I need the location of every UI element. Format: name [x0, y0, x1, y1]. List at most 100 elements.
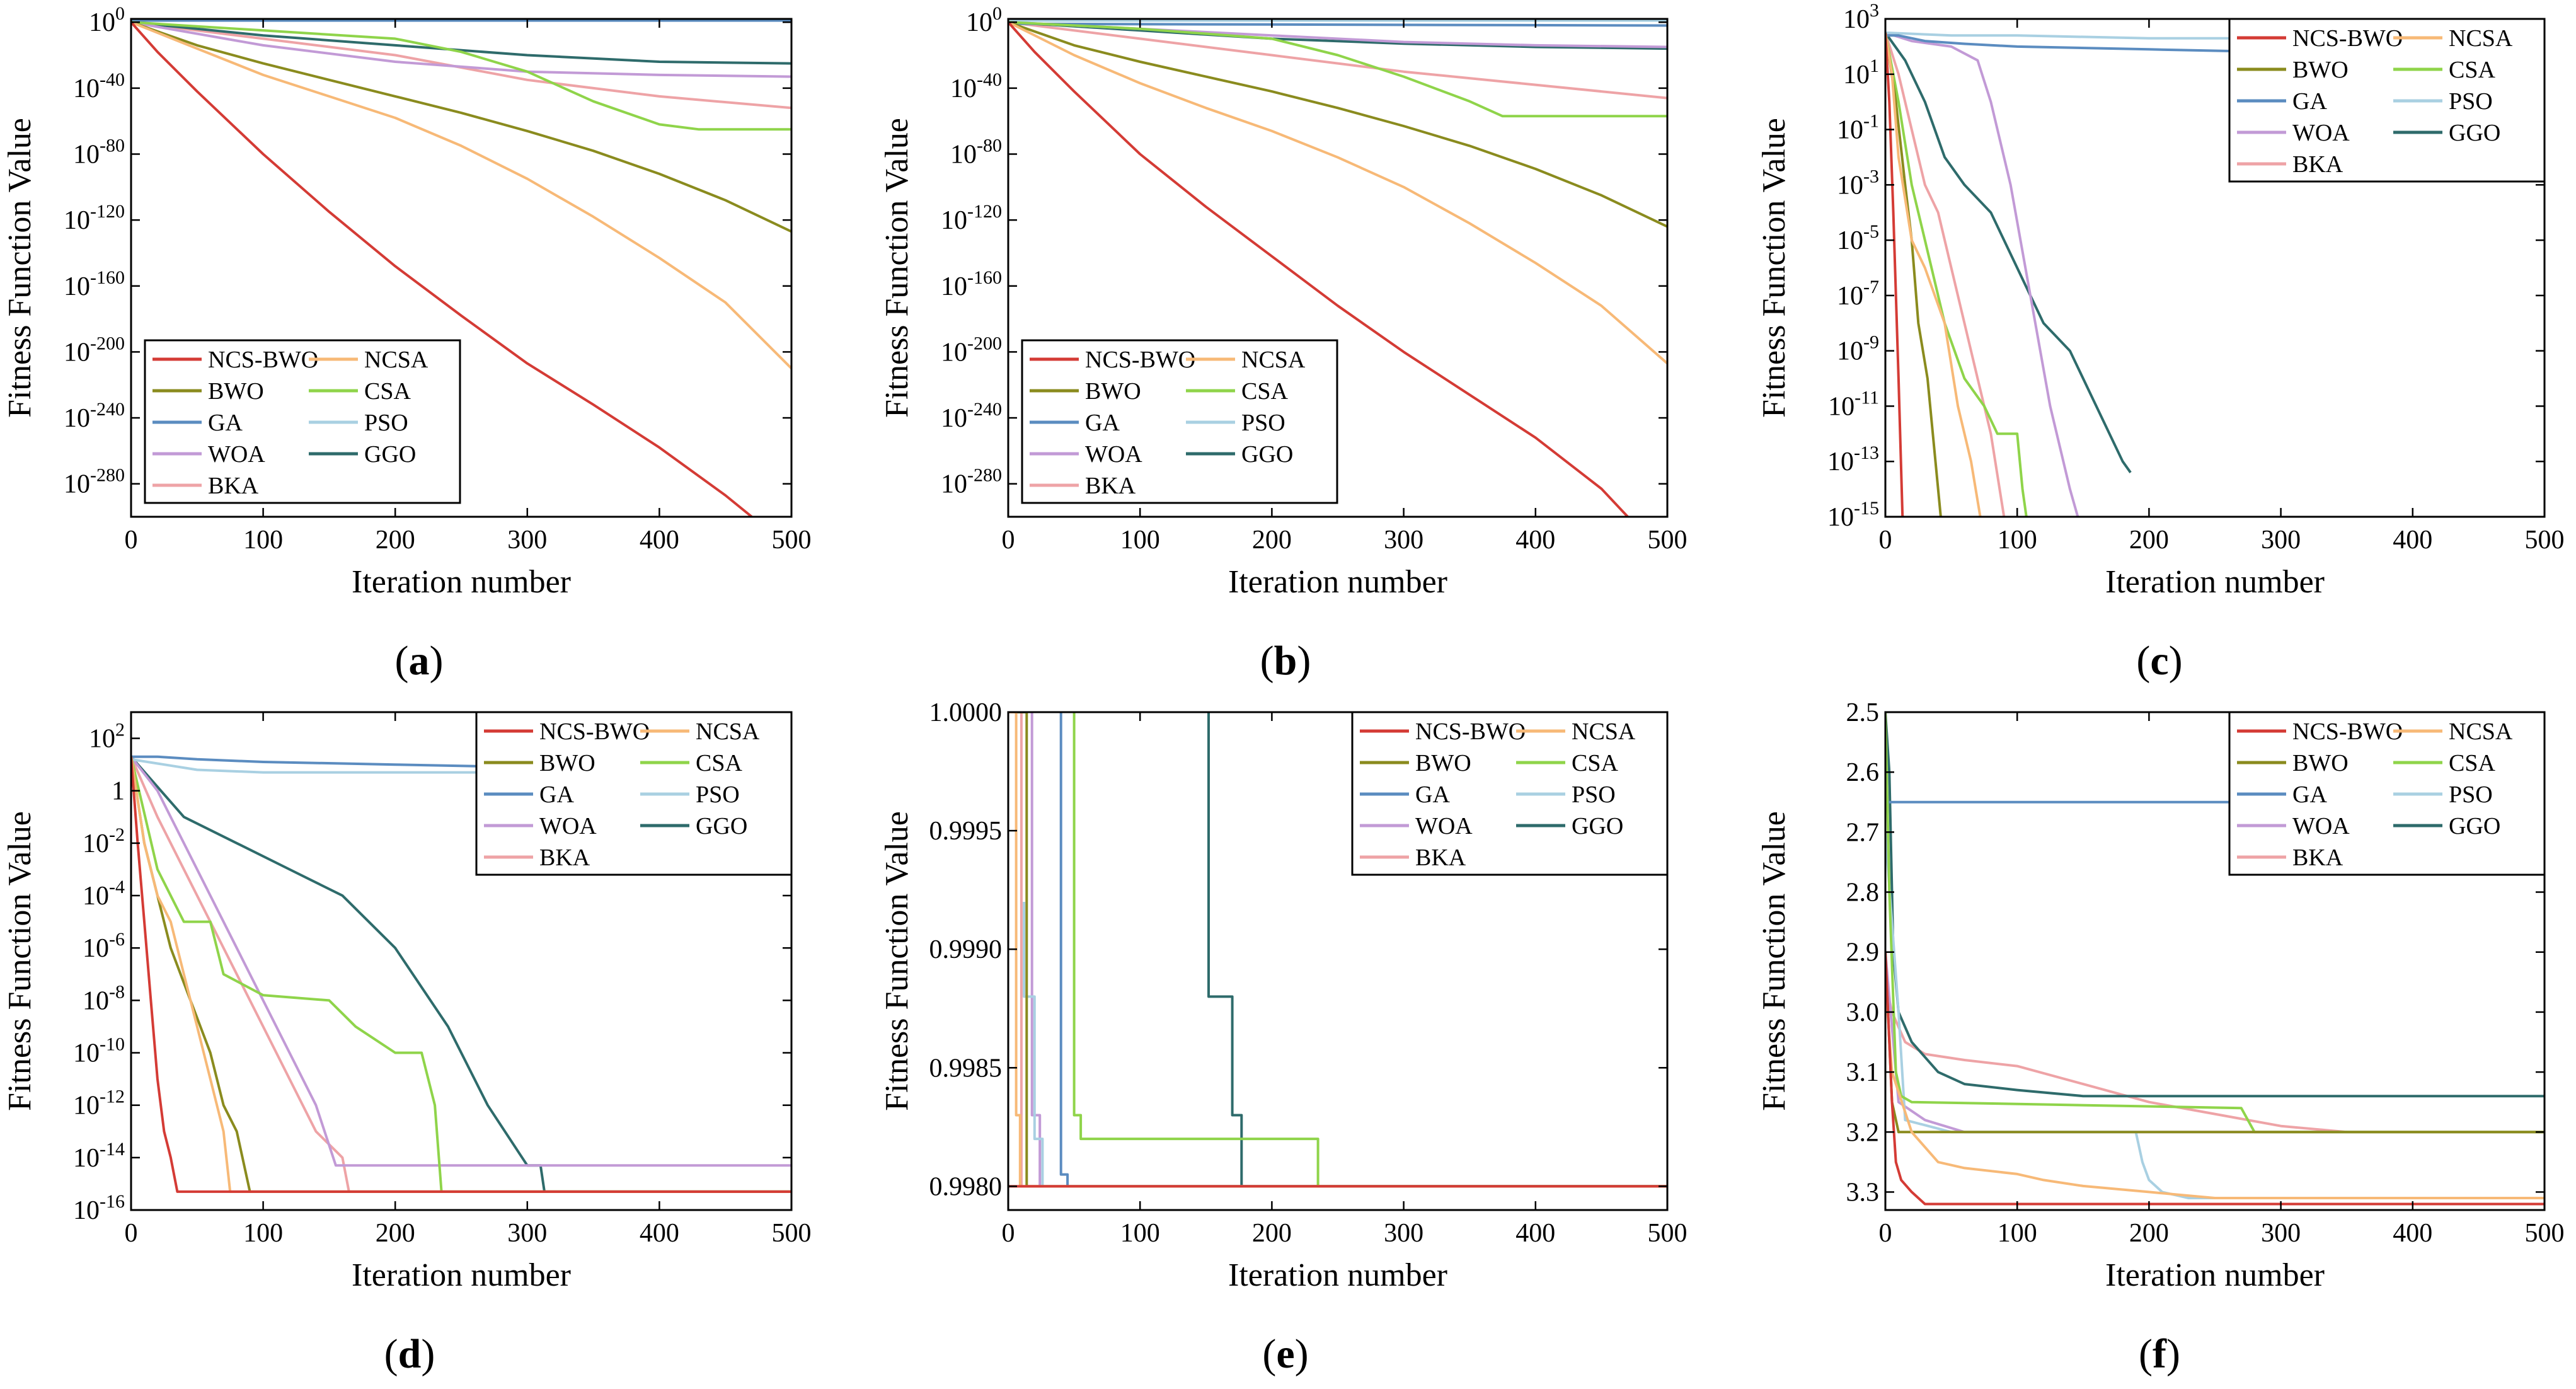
y-tick-label: 10-280: [64, 465, 125, 499]
y-tick-label: 103: [1843, 0, 1879, 34]
legend-label-ga: GA: [208, 410, 243, 436]
x-tick-label: 400: [1515, 526, 1555, 555]
y-tick-label: 10-160: [64, 267, 125, 301]
panel-label-e: (e): [1262, 1331, 1308, 1377]
series-line-bwo: [1008, 21, 1667, 228]
x-tick-label: 0: [1002, 1219, 1015, 1248]
legend-label-woa: WOA: [1085, 441, 1142, 468]
y-tick-label: 2.5: [1846, 698, 1880, 727]
x-tick-label: 300: [1384, 1219, 1423, 1248]
legend-label-bka: BKA: [1415, 844, 1466, 871]
series-line-ncsa: [1885, 32, 1982, 517]
series-line-bka: [1008, 21, 1667, 100]
y-tick-label: 10-13: [1827, 442, 1879, 476]
x-tick-label: 500: [2525, 526, 2565, 555]
y-axis-title: Fitness Function Value: [1756, 118, 1792, 418]
x-axis-title: Iteration number: [352, 1257, 571, 1293]
legend-label-ggo: GGO: [1572, 813, 1623, 839]
y-tick-label: 10-8: [83, 981, 125, 1015]
series-line-bka: [131, 756, 791, 1193]
y-tick-label: 10-240: [941, 399, 1002, 433]
chart-panel-a: 0 100 200 300 400 500 100 10-40 10-80 10-120 10-16…: [2, 3, 812, 684]
x-axis-title: Iteration number: [1228, 1257, 1447, 1293]
y-tick-label: 2.7: [1846, 818, 1880, 847]
x-tick-label: 200: [376, 1219, 415, 1248]
plot-frame: [1007, 18, 1669, 518]
series-line-ncs-bwo: [131, 756, 791, 1193]
legend-label-woa: WOA: [1415, 813, 1473, 839]
series-line-csa: [1008, 21, 1667, 118]
y-tick-label: 10-11: [1828, 387, 1879, 421]
x-tick-label: 300: [507, 1219, 547, 1248]
legend-label-ncsa: NCSA: [1572, 718, 1636, 745]
series-line-ncsa: [131, 756, 791, 1193]
legend-label-ggo: GGO: [1241, 441, 1293, 468]
panel-label-b: (b): [1260, 638, 1311, 684]
legend-label-ga: GA: [2292, 88, 2327, 115]
series-line-woa: [131, 21, 791, 78]
y-tick-label: 10-40: [73, 69, 125, 103]
legend-label-woa: WOA: [2292, 120, 2350, 146]
y-tick-label: 10-40: [950, 69, 1002, 103]
series-line-pso: [1885, 832, 2544, 1199]
legend: NCS-BWO NCSA BWO CSA GA PSO WOA GGO BKA: [1021, 339, 1338, 504]
legend: NCS-BWO NCSA BWO CSA GA PSO WOA GGO BKA: [475, 711, 793, 876]
legend-label-ggo: GGO: [2449, 120, 2500, 146]
legend-label-ncs-bwo: NCS-BWO: [539, 718, 650, 745]
legend-label-bwo: BWO: [208, 378, 264, 405]
y-tick-label: 10-200: [941, 333, 1002, 367]
legend-label-ncs-bwo: NCS-BWO: [1085, 347, 1195, 373]
series-line-woa: [1885, 952, 2544, 1134]
series-line-ggo: [131, 21, 791, 65]
legend-label-ncs-bwo: NCS-BWO: [1415, 718, 1526, 745]
x-axis-title: Iteration number: [2105, 1257, 2325, 1293]
series-line-woa: [1885, 31, 2079, 517]
series-line-bka: [131, 21, 791, 110]
x-tick-label: 0: [125, 526, 138, 555]
legend-label-bka: BKA: [1085, 473, 1136, 499]
legend-label-pso: PSO: [364, 410, 408, 436]
y-axis-title: Fitness Function Value: [2, 811, 38, 1111]
legend-label-bwo: BWO: [1415, 750, 1471, 776]
legend-label-bka: BKA: [208, 473, 259, 499]
y-tick-label: 10-280: [941, 465, 1002, 499]
legend-label-pso: PSO: [696, 781, 740, 808]
x-tick-label: 0: [1002, 526, 1015, 555]
legend-label-bka: BKA: [539, 844, 590, 871]
x-axis-title: Iteration number: [1228, 564, 1447, 600]
x-tick-label: 400: [2393, 526, 2432, 555]
plot-frame: [1007, 711, 1669, 1211]
legend-label-ncs-bwo: NCS-BWO: [208, 347, 318, 373]
legend-label-ncs-bwo: NCS-BWO: [2292, 718, 2403, 745]
x-tick-label: 400: [2393, 1219, 2432, 1248]
legend: NCS-BWO NCSA BWO CSA GA PSO WOA GGO BKA: [2228, 711, 2546, 876]
legend-label-ncsa: NCSA: [696, 718, 760, 745]
series-line-ncs-bwo: [1008, 21, 1629, 517]
series-line-ga: [1008, 22, 1667, 27]
x-tick-label: 300: [2261, 1219, 2301, 1248]
legend-label-csa: CSA: [696, 750, 742, 776]
x-axis-title: Iteration number: [2105, 564, 2325, 600]
x-tick-label: 200: [2129, 1219, 2169, 1248]
y-tick-label: 10-4: [83, 877, 125, 911]
x-tick-label: 300: [507, 526, 547, 555]
panel-label-c: (c): [2136, 638, 2182, 684]
series-line-ncsa: [1885, 982, 2544, 1199]
legend-label-pso: PSO: [1572, 781, 1616, 808]
series-line-csa: [1885, 32, 2028, 517]
plot-frame: [1884, 711, 2546, 1211]
legend-label-ncsa: NCSA: [1241, 347, 1306, 373]
series-line-ncsa: [1008, 21, 1667, 365]
y-tick-label: 10-80: [950, 135, 1002, 170]
chart-panel-e: 0 100 200 300 400 500 1.0000 0.9995 0.9990 0.9985…: [879, 698, 1688, 1377]
y-tick-label: 10-6: [83, 929, 125, 963]
y-tick-label: 0.9995: [929, 817, 1003, 846]
x-tick-label: 0: [1879, 526, 1892, 555]
y-tick-label: 10-12: [73, 1086, 125, 1121]
legend-label-csa: CSA: [1241, 378, 1288, 405]
series-group: [1008, 712, 1667, 1188]
series-line-bka: [1885, 32, 2006, 517]
y-tick-label: 10-15: [1827, 498, 1879, 532]
y-tick-label: 10-200: [64, 333, 125, 367]
